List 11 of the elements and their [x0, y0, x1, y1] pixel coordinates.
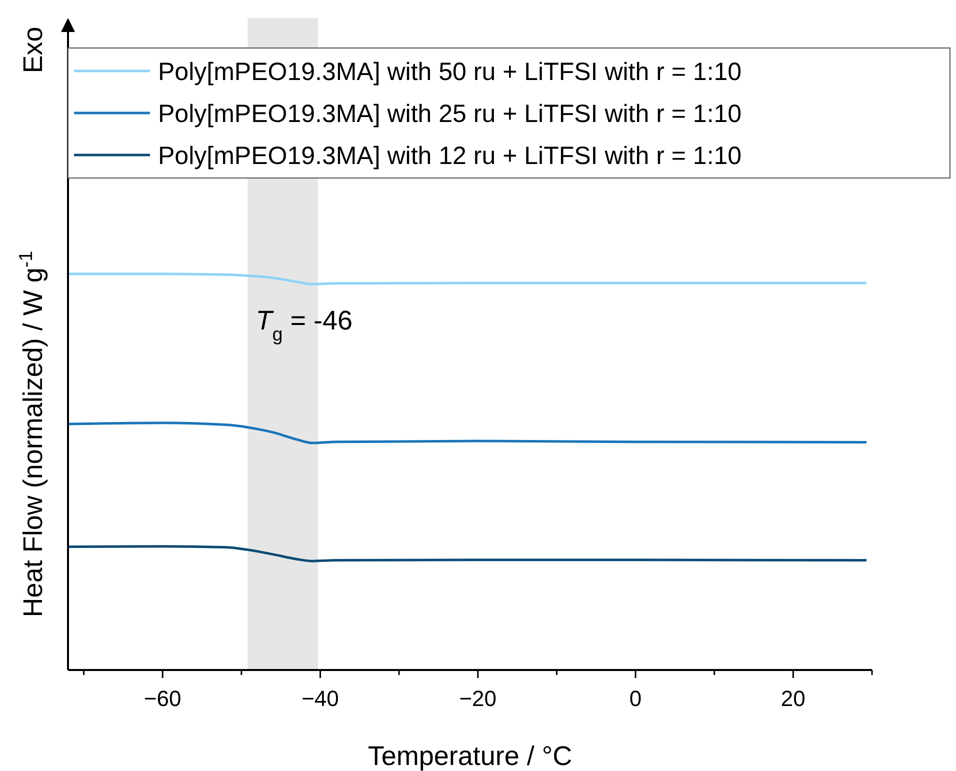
x-tick-label: −40 — [302, 686, 339, 711]
legend-label: Poly[mPEO19.3MA] with 25 ru + LiTFSI with r = 1:10 — [158, 100, 742, 128]
x-tick-label: −60 — [144, 686, 182, 711]
band-label: T$_{g}$ = -46 — [256, 305, 353, 345]
legend-label: Poly[mPEO19.3MA] with 50 ru + LiTFSI with r = 1:10 — [158, 58, 742, 86]
legend-label: Poly[mPEO19.3MA] with 12 ru + LiTFSI with r = 1:10 — [158, 142, 742, 170]
x-axis-title: Temperature / °C — [368, 741, 572, 771]
text: Exo — [18, 26, 48, 74]
x-tick-label: 0 — [629, 686, 642, 711]
x-tick-label: −20 — [459, 686, 497, 711]
x-tick-label: 20 — [780, 686, 806, 711]
